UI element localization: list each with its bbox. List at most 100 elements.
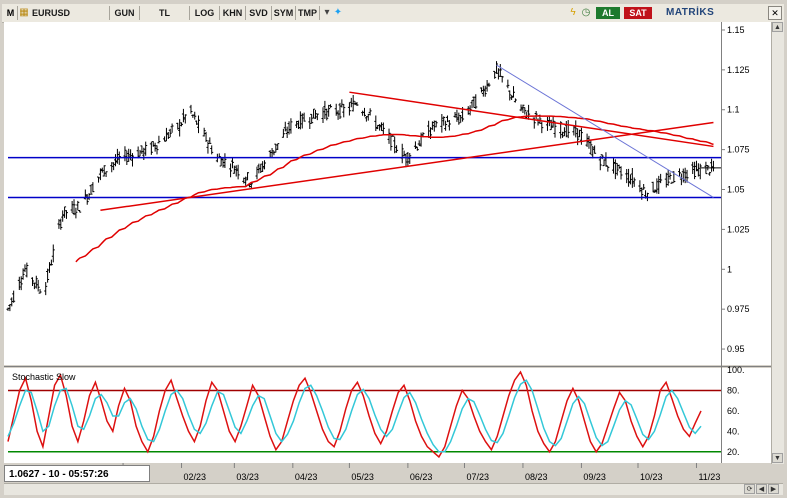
candle (130, 153, 134, 167)
candle (366, 113, 370, 121)
candle (153, 142, 157, 152)
candle (178, 119, 182, 137)
candle (189, 104, 193, 114)
candle (430, 121, 434, 130)
candle (8, 304, 12, 312)
candle (246, 172, 250, 181)
stochastic-title: Stochastic Slow (12, 372, 76, 382)
candle (204, 131, 208, 143)
candle (312, 108, 316, 119)
price-tick-label: 1.1 (727, 105, 740, 115)
candle (617, 164, 621, 170)
twitter-icon[interactable]: ✦ (333, 7, 343, 18)
time-tick-label: 10/23 (640, 472, 663, 482)
status-readout: 1.0627 - 10 - 05:57:26 (4, 465, 150, 482)
candle (114, 154, 118, 167)
candle (138, 149, 142, 157)
candle (481, 85, 485, 97)
candle (417, 140, 421, 147)
close-icon[interactable]: ✕ (768, 6, 782, 20)
candle (340, 99, 344, 108)
candle (355, 102, 359, 107)
candle (540, 121, 544, 134)
clock-icon[interactable]: ◷ (581, 7, 591, 18)
candle (236, 164, 240, 180)
candle (144, 141, 148, 156)
log-button[interactable]: LOG (190, 6, 220, 20)
candle (302, 112, 306, 122)
candle (336, 110, 340, 120)
currency-button[interactable]: TL (140, 6, 190, 20)
candle (457, 112, 461, 125)
sync-icon[interactable]: ⟳ (744, 484, 755, 494)
candle (87, 193, 91, 201)
candle (104, 171, 108, 178)
candle (98, 168, 102, 181)
candle (512, 86, 516, 98)
candle (498, 64, 502, 78)
horizontal-scrollbar[interactable]: ⟳ ◀ ▶ (4, 483, 783, 495)
candle (606, 165, 610, 172)
candle (289, 118, 293, 134)
candle (261, 161, 265, 172)
tmp-button[interactable]: TMP (296, 6, 320, 20)
vertical-scrollbar[interactable]: ▲ ▼ (771, 22, 784, 464)
app-letter[interactable]: M (4, 6, 18, 20)
candle (351, 94, 355, 112)
candle (572, 126, 576, 136)
candle (164, 127, 168, 142)
price-tick-label: 1.15 (727, 25, 745, 35)
candle (691, 161, 695, 175)
candle (602, 159, 606, 167)
candle (447, 119, 451, 131)
candle (578, 129, 582, 138)
period-button[interactable]: GUN (110, 6, 140, 20)
candle (181, 108, 185, 123)
candle (381, 122, 385, 136)
candle (129, 149, 133, 161)
candle (300, 113, 304, 129)
time-tick-label: 07/23 (466, 472, 489, 482)
stochastic-tick-label: 100. (727, 365, 745, 375)
candle (25, 262, 29, 278)
candle (694, 160, 698, 172)
candle (651, 181, 655, 193)
buy-button[interactable]: AL (596, 7, 620, 19)
candle (349, 97, 353, 108)
chart-icon[interactable]: ▦ (19, 7, 29, 18)
sym-button[interactable]: SYM (272, 6, 296, 20)
sell-button[interactable]: SAT (624, 7, 652, 19)
candle (619, 166, 623, 180)
candle (500, 75, 504, 83)
scroll-up-icon[interactable]: ▲ (772, 22, 783, 32)
scroll-left-icon[interactable]: ◀ (756, 484, 767, 494)
symbol-field[interactable]: EURUSD (30, 6, 110, 20)
candle (272, 150, 276, 156)
candle (325, 108, 329, 121)
candle (180, 122, 184, 127)
candle (76, 200, 80, 211)
khn-button[interactable]: KHN (220, 6, 246, 20)
candle (176, 122, 180, 130)
lightning-icon[interactable]: ϟ (570, 7, 576, 18)
candle (693, 161, 697, 180)
candle (334, 103, 338, 116)
candle (49, 259, 53, 266)
candle (74, 207, 78, 219)
price-tick-label: 0.975 (727, 304, 750, 314)
candle (64, 210, 68, 219)
scroll-down-icon[interactable]: ▼ (772, 453, 783, 463)
scroll-right-icon[interactable]: ▶ (768, 484, 779, 494)
candle (545, 116, 549, 131)
candle (100, 167, 104, 173)
candle (434, 120, 438, 128)
candle (615, 162, 619, 176)
candle (274, 143, 278, 153)
candle (455, 109, 459, 122)
chevron-down-icon[interactable]: ▾ (324, 7, 330, 18)
candle (140, 145, 144, 155)
candle (230, 157, 234, 169)
candle (234, 165, 238, 177)
svd-button[interactable]: SVD (246, 6, 272, 20)
candle (308, 117, 312, 129)
